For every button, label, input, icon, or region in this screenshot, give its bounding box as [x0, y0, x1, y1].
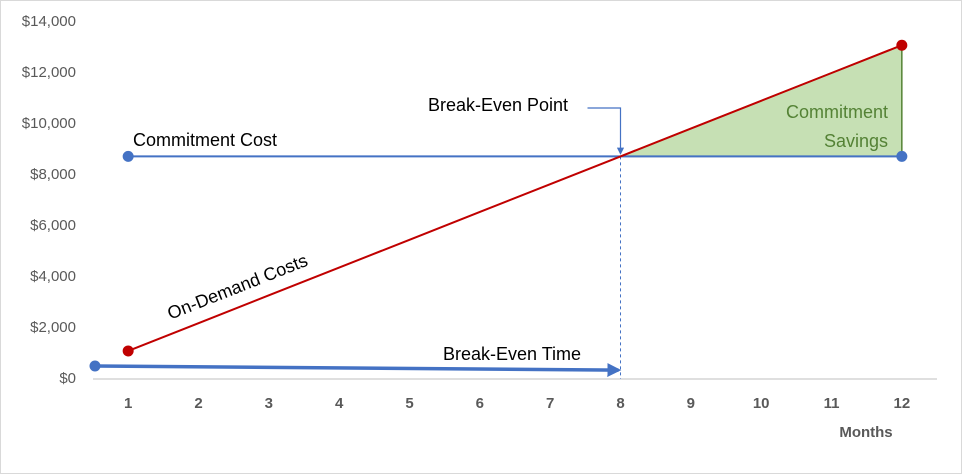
y-tick-label: $14,000 — [22, 13, 76, 30]
x-tick-label: 4 — [335, 395, 344, 412]
x-tick-label: 10 — [753, 395, 770, 412]
x-tick-label: 5 — [405, 395, 413, 412]
savings-label: Commitment — [786, 102, 888, 122]
y-tick-label: $10,000 — [22, 115, 76, 132]
x-axis-title: Months — [839, 424, 892, 441]
y-tick-label: $2,000 — [30, 319, 76, 336]
x-tick-label: 2 — [194, 395, 202, 412]
break-even-pointer — [587, 107, 625, 155]
x-tick-label: 9 — [687, 395, 695, 412]
break-even-time-label: Break-Even Time — [443, 344, 581, 364]
x-tick-label: 11 — [824, 395, 840, 412]
series-marker — [896, 150, 908, 162]
savings-label: Savings — [824, 131, 888, 151]
x-tick-label: 6 — [476, 395, 484, 412]
series-line — [127, 44, 903, 352]
series-label: Commitment Cost — [133, 130, 277, 150]
x-tick-label: 8 — [616, 395, 624, 412]
series-marker — [122, 150, 134, 162]
y-tick-label: $8,000 — [30, 166, 76, 183]
series-marker — [896, 39, 908, 51]
break-even-time-arrow — [94, 362, 622, 377]
x-tick-label: 1 — [124, 395, 132, 412]
x-tick-label: 7 — [546, 395, 554, 412]
y-tick-label: $6,000 — [30, 217, 76, 234]
break-even-point-label: Break-Even Point — [428, 95, 568, 115]
y-tick-label: $0 — [59, 370, 76, 387]
series-marker — [122, 345, 134, 357]
x-tick-label: 12 — [893, 395, 910, 412]
y-tick-label: $12,000 — [22, 64, 76, 81]
x-tick-label: 3 — [265, 395, 273, 412]
break-even-time-start — [89, 360, 101, 372]
y-tick-label: $4,000 — [30, 268, 76, 285]
